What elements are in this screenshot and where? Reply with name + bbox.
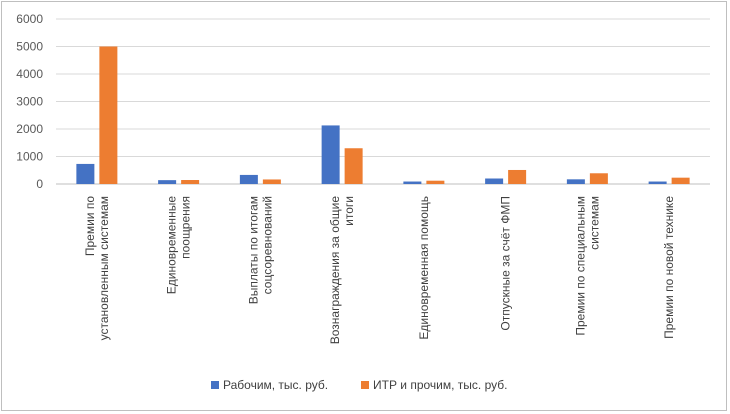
category-label: итоги	[342, 196, 356, 226]
category-label: Вознаграждения за общие	[328, 196, 342, 345]
y-tick-label: 1000	[16, 150, 43, 164]
bar-workers	[485, 178, 504, 184]
bar-workers	[239, 174, 258, 184]
category-label: Премии по	[83, 196, 97, 256]
y-tick-label: 0	[36, 177, 43, 191]
bar-itr	[262, 179, 281, 184]
bar-workers	[648, 181, 667, 184]
bar-itr	[344, 148, 363, 184]
bar-workers	[321, 125, 340, 184]
bar-itr	[589, 173, 608, 184]
legend-label: ИТР и прочим, тыс. руб.	[373, 378, 507, 392]
category-label: установленным системам	[97, 196, 111, 340]
category-label: системам	[587, 196, 601, 250]
category-label: Единовременная помощь	[417, 196, 431, 340]
legend-label: Рабочим, тыс. руб.	[223, 378, 328, 392]
bar-itr	[671, 177, 690, 184]
y-tick-label: 5000	[16, 40, 43, 54]
y-tick-label: 2000	[16, 122, 43, 136]
legend-swatch	[211, 381, 219, 389]
bar-workers	[566, 179, 585, 184]
bar-itr	[508, 169, 527, 184]
bar-itr	[181, 180, 200, 184]
y-tick-label: 3000	[16, 95, 43, 109]
category-label: Премии по новой технике	[662, 196, 676, 339]
y-tick-label: 6000	[16, 12, 43, 26]
category-label: Единовременные	[165, 196, 179, 295]
category-label: поощрения	[179, 196, 193, 259]
category-label: Выплаты по итогам	[246, 196, 260, 304]
bar-itr	[426, 180, 445, 184]
category-label: соцсоревнований	[260, 196, 274, 294]
bar-itr	[99, 46, 118, 184]
bar-workers	[76, 163, 95, 184]
y-tick-label: 4000	[16, 67, 43, 81]
legend-swatch	[361, 381, 369, 389]
category-label: Отпускные за счёт ФМП	[499, 196, 513, 331]
category-label: Премии по специальным	[573, 196, 587, 336]
bar-workers	[403, 181, 422, 184]
bar-workers	[158, 180, 177, 184]
